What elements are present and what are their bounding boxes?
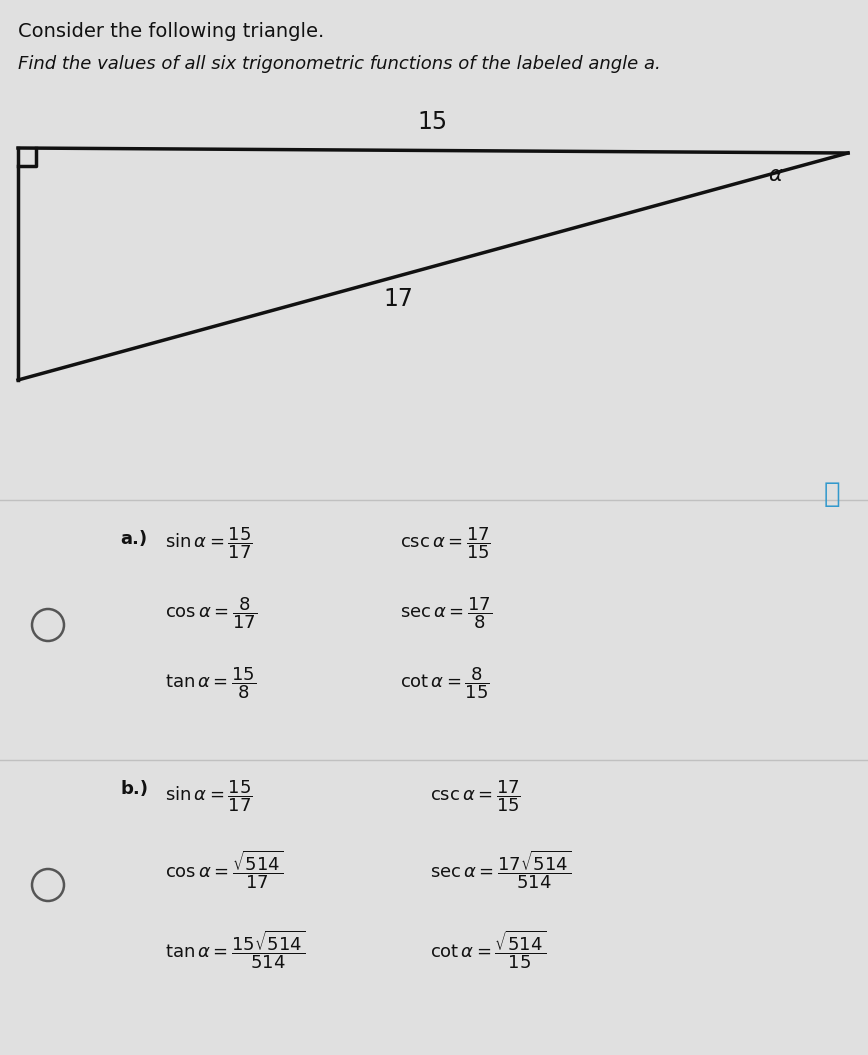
Text: 15: 15 xyxy=(418,110,448,134)
Text: 17: 17 xyxy=(383,287,413,310)
Text: $\sin\alpha = \dfrac{15}{17}$: $\sin\alpha = \dfrac{15}{17}$ xyxy=(165,525,253,560)
Text: $\cot\alpha = \dfrac{\sqrt{514}}{15}$: $\cot\alpha = \dfrac{\sqrt{514}}{15}$ xyxy=(430,928,546,971)
Text: $\csc\alpha = \dfrac{17}{15}$: $\csc\alpha = \dfrac{17}{15}$ xyxy=(400,525,491,560)
Text: $\sin\alpha = \dfrac{15}{17}$: $\sin\alpha = \dfrac{15}{17}$ xyxy=(165,778,253,813)
Text: $\alpha$: $\alpha$ xyxy=(768,165,784,185)
Text: ⤢: ⤢ xyxy=(824,480,840,509)
Text: $\cos\alpha = \dfrac{\sqrt{514}}{17}$: $\cos\alpha = \dfrac{\sqrt{514}}{17}$ xyxy=(165,848,284,890)
Text: Consider the following triangle.: Consider the following triangle. xyxy=(18,22,325,41)
Text: a.): a.) xyxy=(120,530,147,548)
Text: $\tan\alpha = \dfrac{15}{8}$: $\tan\alpha = \dfrac{15}{8}$ xyxy=(165,665,256,701)
Text: $\sec\alpha = \dfrac{17}{8}$: $\sec\alpha = \dfrac{17}{8}$ xyxy=(400,595,492,631)
Text: $\cos\alpha = \dfrac{8}{17}$: $\cos\alpha = \dfrac{8}{17}$ xyxy=(165,595,257,631)
Text: $\cot\alpha = \dfrac{8}{15}$: $\cot\alpha = \dfrac{8}{15}$ xyxy=(400,665,490,701)
Text: $\sec\alpha = \dfrac{17\sqrt{514}}{514}$: $\sec\alpha = \dfrac{17\sqrt{514}}{514}$ xyxy=(430,848,571,890)
Text: Find the values of all six trigonometric functions of the labeled angle a.: Find the values of all six trigonometric… xyxy=(18,55,661,73)
Text: $\csc\alpha = \dfrac{17}{15}$: $\csc\alpha = \dfrac{17}{15}$ xyxy=(430,778,521,813)
Text: b.): b.) xyxy=(120,780,148,798)
Text: $\tan\alpha = \dfrac{15\sqrt{514}}{514}$: $\tan\alpha = \dfrac{15\sqrt{514}}{514}$ xyxy=(165,928,306,971)
